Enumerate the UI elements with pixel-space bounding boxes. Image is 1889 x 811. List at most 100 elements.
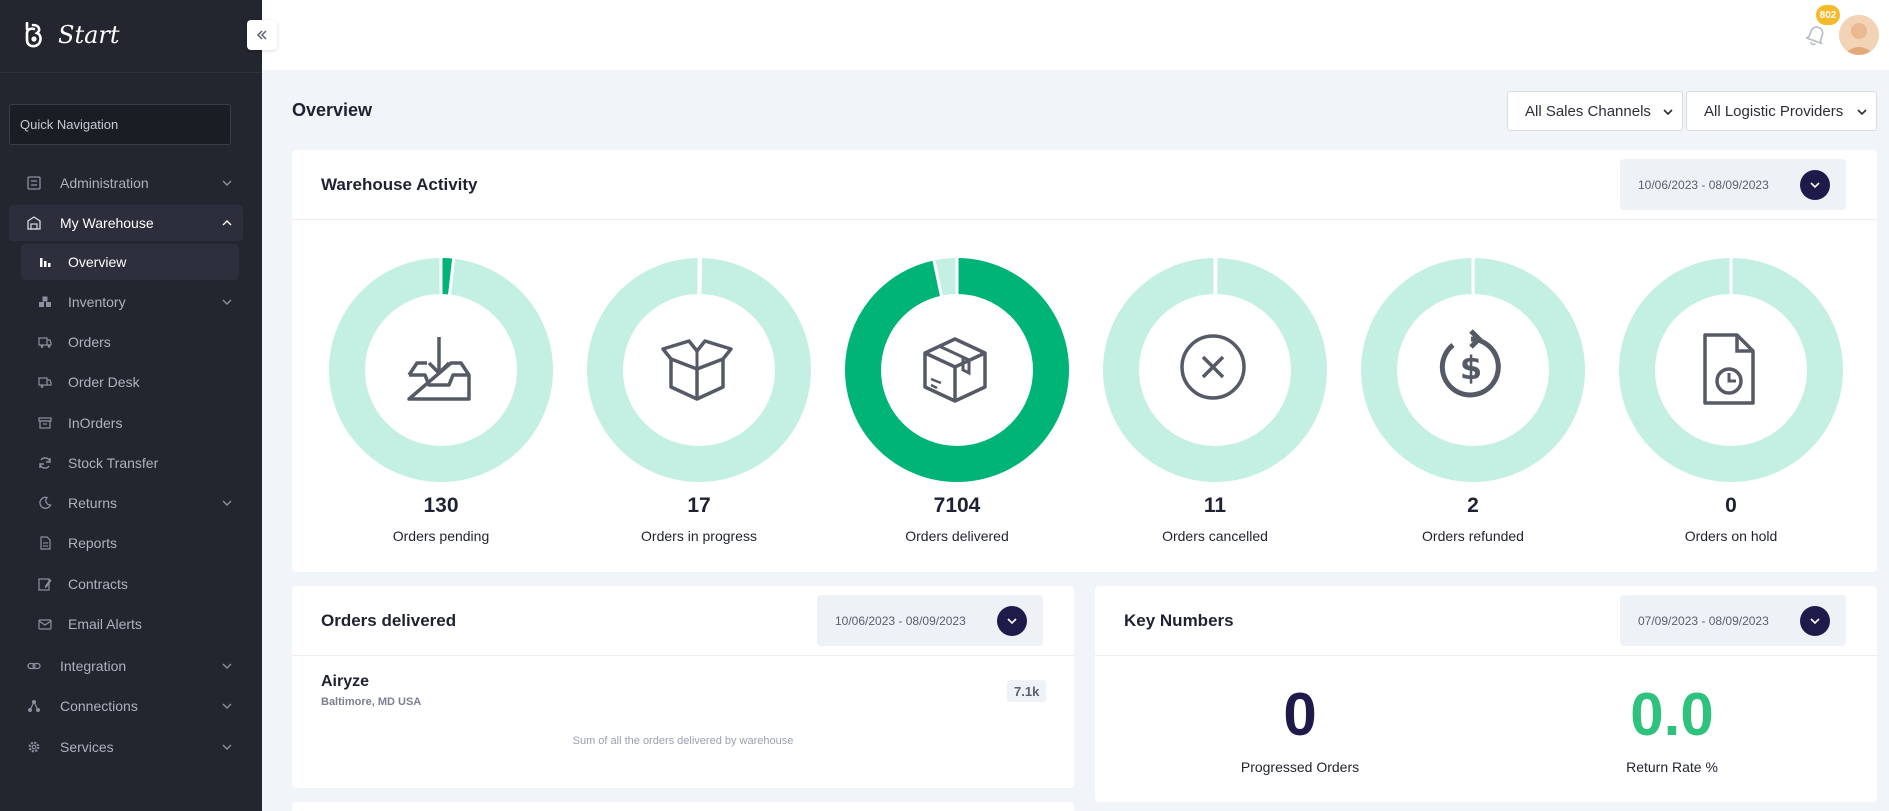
sidebar-item-contracts[interactable]: Contracts [21,566,239,602]
orders-delivered-title: Orders delivered [321,611,457,630]
sidebar: Start Quick Navigation Administration My… [0,0,262,811]
warehouse-name[interactable]: Airyze [321,673,370,690]
app-logo-icon [25,22,42,48]
moon-return-icon [38,496,52,510]
sidebar-item-label: Order Desk [68,374,140,390]
progressed-orders-value: 0 [1283,681,1317,748]
sidebar-item-inorders[interactable]: InOrders [21,405,239,441]
stat-value: 11 [1203,494,1227,517]
inbox-download-icon [407,337,471,401]
sales-channel-select[interactable]: All Sales Channels [1507,91,1683,131]
chevron-down-icon [1007,618,1017,625]
refresh-icon [38,456,52,470]
user-avatar[interactable] [1839,15,1879,55]
cancel-circle-icon [1180,334,1246,400]
key-numbers-card: Key Numbers 07/09/2023 - 08/09/2023 [1095,586,1877,802]
sidebar-item-label: Stock Transfer [68,455,159,471]
sidebar-item-order-desk[interactable]: Order Desk [21,364,239,400]
package-icon [923,337,987,403]
chevron-down-icon [222,663,232,669]
sidebar-item-label: InOrders [68,415,123,431]
key-numbers-date-range[interactable]: 07/09/2023 - 08/09/2023 [1620,595,1846,646]
sidebar-item-label: Contracts [68,576,128,592]
sidebar-item-label: Orders [68,334,111,350]
quick-navigation-input[interactable]: Quick Navigation [9,104,231,145]
chevron-up-icon [222,220,232,226]
contract-edit-icon [38,577,52,591]
warehouse-order-count: 7.1k [1007,680,1047,702]
card-divider [292,219,1877,220]
stat-label: Orders cancelled [1162,528,1268,544]
stat-label: Orders delivered [905,528,1009,544]
chevron-down-icon [1810,618,1820,625]
donut-chart [845,257,1069,482]
sidebar-item-label: Reports [68,535,118,551]
gear-icon [26,739,42,755]
file-clock-icon [1703,333,1755,405]
donut-chart [1619,257,1843,482]
refund-dollar-icon: $ [1439,329,1501,398]
sidebar-item-label: Email Alerts [68,616,142,632]
bar-chart-icon [38,255,52,269]
warehouse-icon [26,215,42,231]
link-icon [26,658,42,674]
chevron-down-icon [222,299,232,305]
stat-label: Orders refunded [1422,528,1524,544]
card-divider [1095,655,1877,656]
logistic-provider-value: All Logistic Providers [1704,102,1844,120]
collapse-sidebar-button[interactable] [247,20,277,50]
card-divider [292,655,1074,656]
date-range-dropdown-button[interactable] [1800,606,1830,636]
date-range-dropdown-button[interactable] [997,606,1027,636]
date-range-dropdown-button[interactable] [1800,170,1830,200]
return-rate-label: Return Rate % [1626,759,1718,775]
sidebar-item-inventory[interactable]: Inventory [21,284,239,320]
donut-chart [329,257,553,482]
sidebar-item-label: Services [60,739,114,755]
next-card [292,802,1074,811]
stat-value: 0 [1725,494,1737,517]
sidebar-item-label: Returns [68,495,118,511]
orders-delivered-card: Orders delivered 10/06/2023 - 08/09/2023 [292,586,1074,788]
notification-badge: 802 [1816,5,1840,25]
sidebar-divider [0,72,262,73]
chevron-down-icon [222,500,232,506]
chevron-down-icon [222,180,232,186]
sidebar-item-label: My Warehouse [60,215,154,231]
sidebar-item-stock-transfer[interactable]: Stock Transfer [21,445,239,481]
network-icon [26,698,42,714]
sidebar-item-label: Administration [60,175,149,191]
bell-icon[interactable] [1806,24,1826,46]
return-rate-value: 0.0 [1630,681,1714,748]
sidebar-item-orders[interactable]: Orders [21,324,239,360]
warehouse-activity-date-range[interactable]: 10/06/2023 - 08/09/2023 [1620,159,1846,210]
donut-separator [932,259,944,297]
sidebar-item-email-alerts[interactable]: Email Alerts [21,606,239,642]
date-range-text: 10/06/2023 - 08/09/2023 [835,613,966,628]
donut-separator [698,257,703,296]
sidebar-item-reports[interactable]: Reports [21,525,239,561]
sidebar-item-integration[interactable]: Integration [9,648,243,684]
sidebar-item-overview[interactable]: Overview [21,244,239,280]
chevron-down-icon [1663,109,1673,116]
stat-value: 7104 [933,494,981,517]
stat-label: Orders in progress [641,528,757,544]
sidebar-item-services[interactable]: Services [9,729,243,765]
stat-value: 130 [423,494,459,517]
sidebar-item-label: Overview [68,254,127,270]
sidebar-item-administration[interactable]: Administration [9,165,243,201]
sales-channel-value: All Sales Channels [1525,102,1651,120]
double-chevron-left-icon [256,30,267,40]
stat-value: 2 [1467,494,1479,517]
orders-delivered-date-range[interactable]: 10/06/2023 - 08/09/2023 [817,595,1043,646]
sidebar-item-my-warehouse[interactable]: My Warehouse [9,205,243,241]
sidebar-item-returns[interactable]: Returns [21,485,239,521]
sidebar-item-label: Connections [60,698,138,714]
brand[interactable]: Start [24,20,120,50]
boxes-icon [38,295,52,309]
logistic-provider-select[interactable]: All Logistic Providers [1686,91,1877,131]
chevron-down-icon [222,744,232,750]
sidebar-item-connections[interactable]: Connections [9,688,243,724]
svg-text:$: $ [1460,349,1482,387]
stat-label: Orders pending [392,528,490,544]
